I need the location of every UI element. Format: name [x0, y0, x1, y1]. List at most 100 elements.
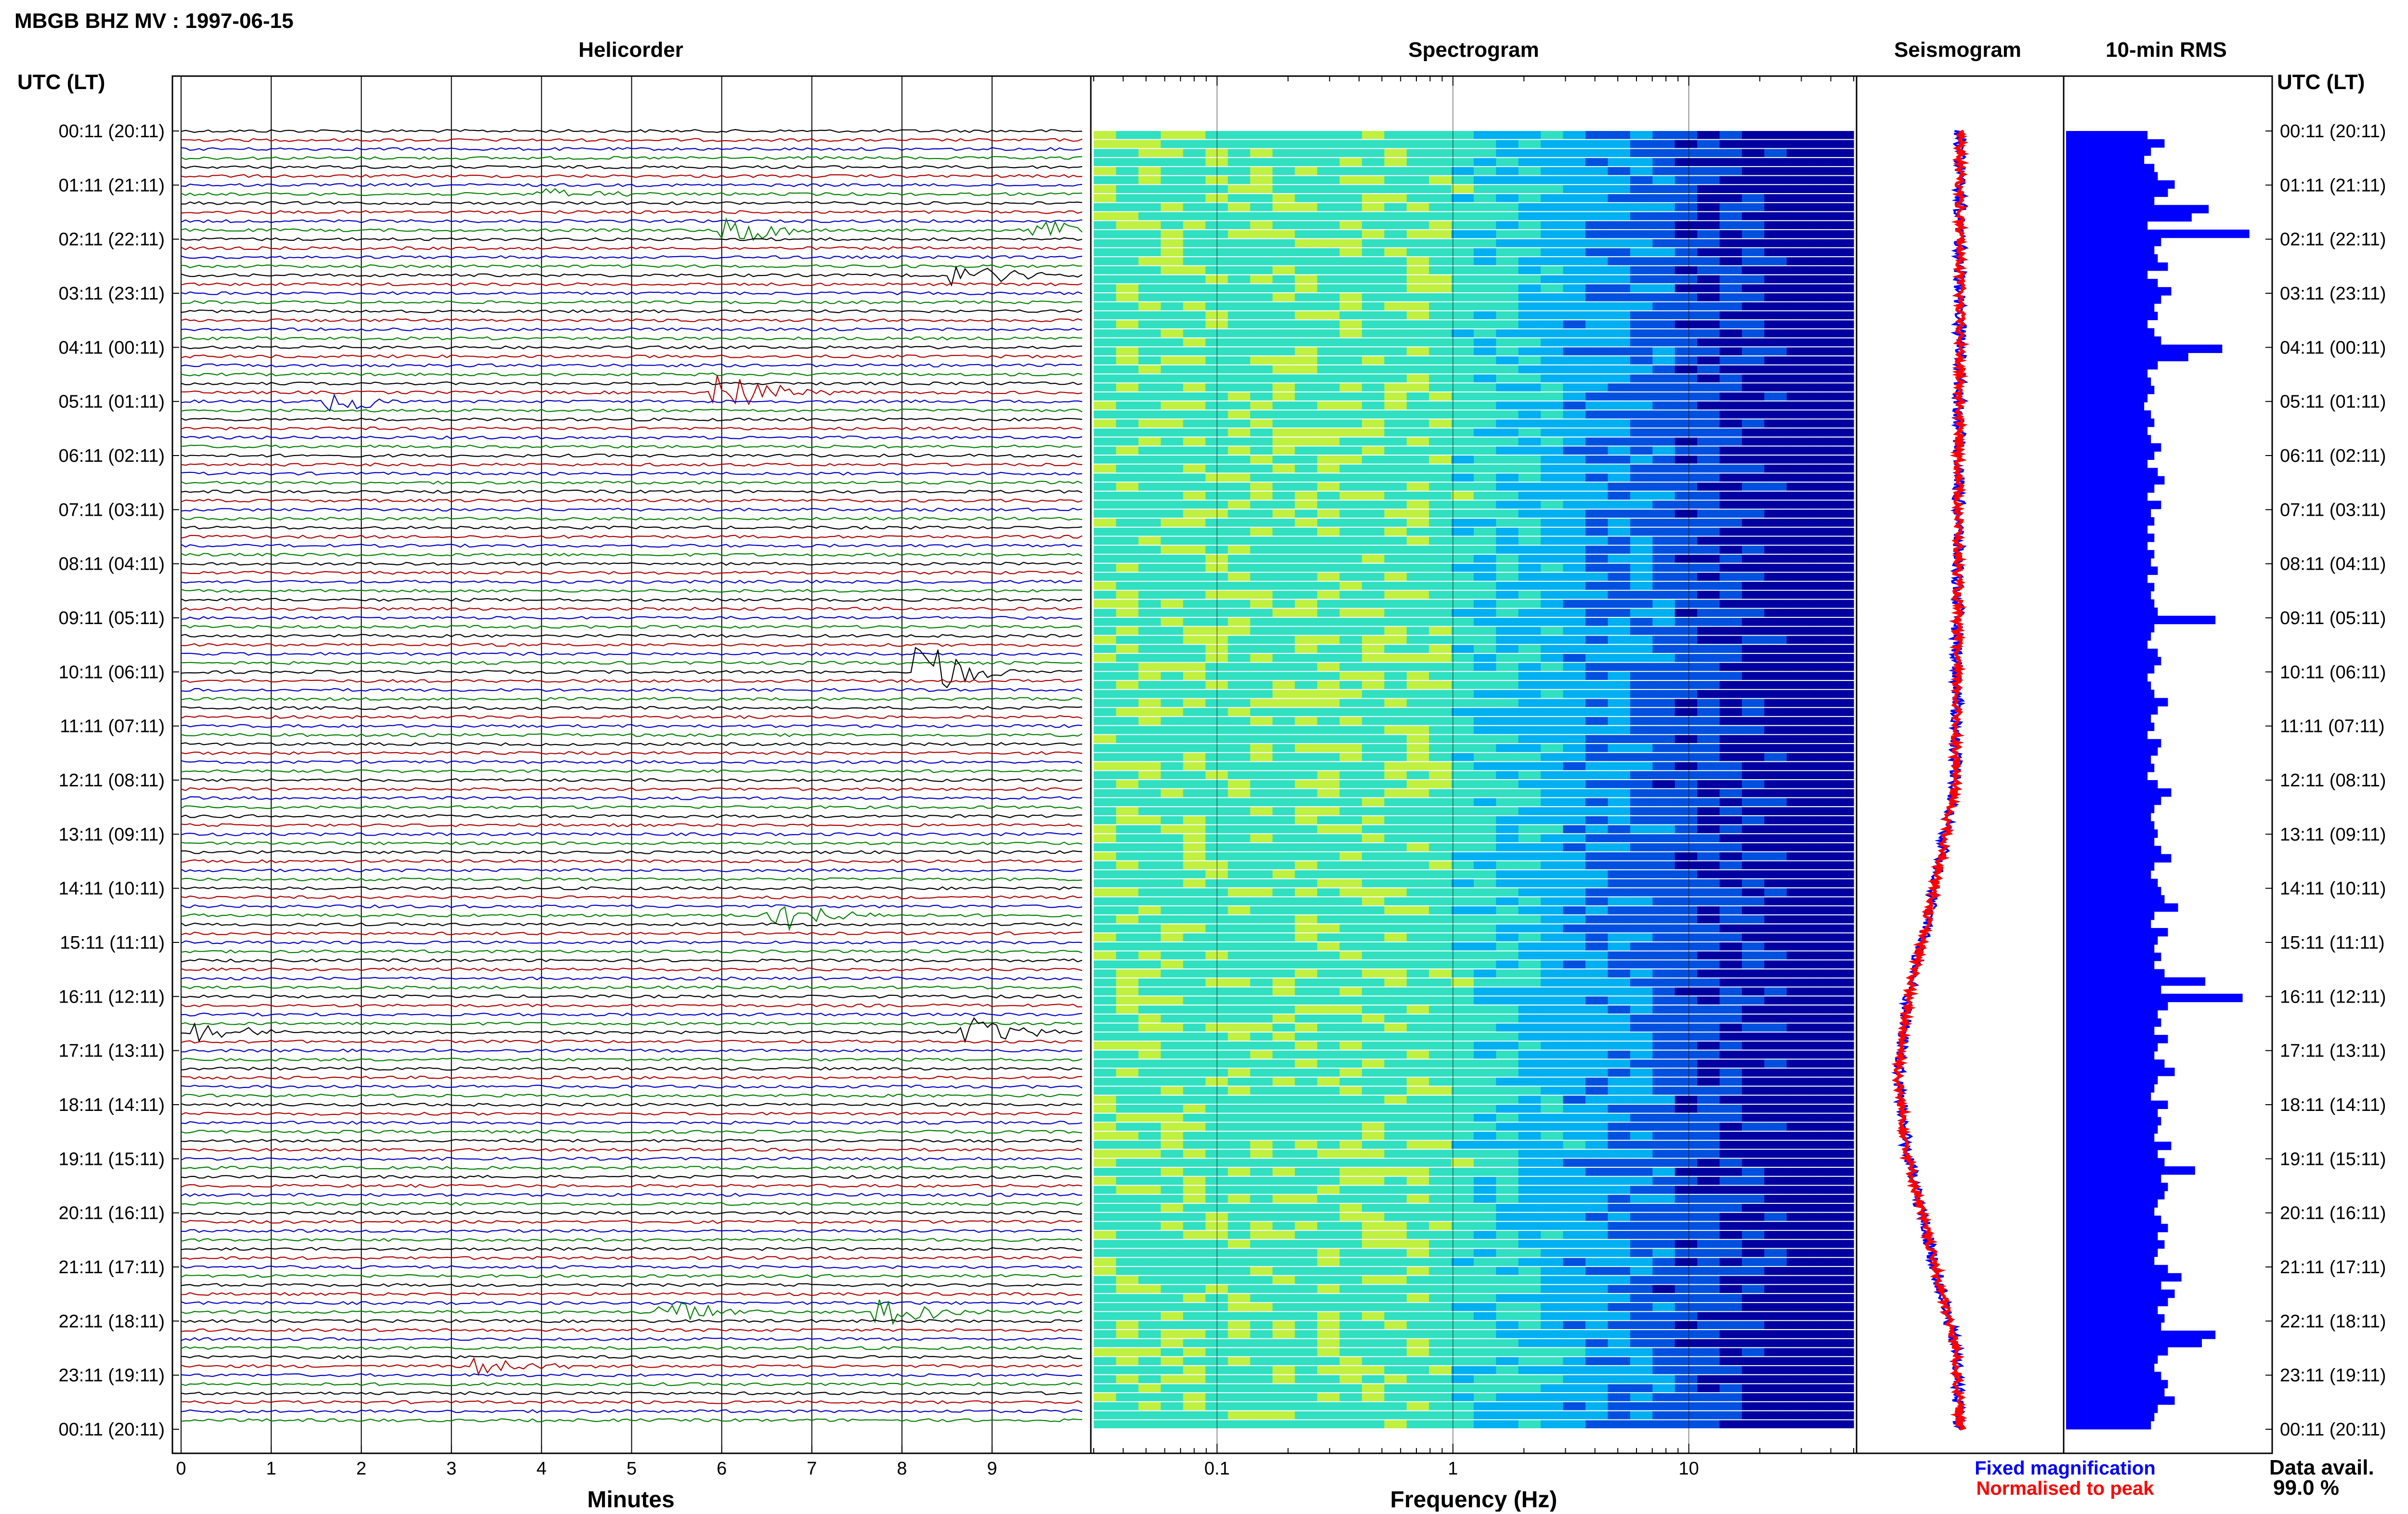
spectrogram-cell [1496, 1122, 1518, 1131]
spectrogram-cell [1787, 429, 1809, 437]
spectrogram-cell [1518, 302, 1541, 311]
spectrogram-cell [1272, 933, 1295, 941]
spectrogram-cell [1116, 1114, 1139, 1122]
spectrogram-cell [1250, 969, 1273, 978]
spectrogram-cell [1362, 1005, 1385, 1014]
spectrogram-cell [1585, 1032, 1608, 1041]
spectrogram-cell [1697, 708, 1720, 716]
spectrogram-cell [1094, 780, 1116, 788]
spectrogram-cell [1563, 1213, 1586, 1221]
spectrogram-cell [1139, 636, 1161, 644]
spectrogram-cell [1407, 960, 1429, 968]
spectrogram-cell [1608, 230, 1631, 238]
spectrogram-cell [1250, 699, 1273, 707]
spectrogram-cell [1720, 1087, 1742, 1095]
spectrogram-cell [1518, 347, 1541, 355]
spectrogram-cell [1094, 221, 1116, 229]
spectrogram-cell [1161, 1330, 1183, 1338]
spectrogram-cell [1474, 546, 1496, 554]
spectrogram-cell [1563, 1249, 1586, 1257]
spectrogram-cell [1742, 347, 1765, 355]
spectrogram-cell [1116, 582, 1139, 590]
spectrogram-cell [1742, 293, 1765, 301]
spectrogram-cell [1295, 1132, 1318, 1140]
spectrogram-cell [1675, 726, 1698, 734]
spectrogram-cell [1742, 960, 1765, 968]
spectrogram-cell [1295, 131, 1318, 139]
spectrogram-cell [1720, 1267, 1742, 1275]
spectrogram-cell [1474, 1195, 1496, 1203]
spectrogram-cell [1809, 293, 1832, 301]
spectrogram-cell [1675, 852, 1698, 861]
spectrogram-cell [1362, 410, 1385, 418]
spectrogram-cell [1362, 1339, 1385, 1347]
spectrogram-cell [1183, 582, 1206, 590]
spectrogram-cell [1697, 816, 1720, 824]
spectrogram-cell [1183, 969, 1206, 978]
spectrogram-cell [1809, 1150, 1832, 1158]
spectrogram-cell [1809, 320, 1832, 328]
spectrogram-cell [1452, 1141, 1474, 1149]
spectrogram-cell [1183, 861, 1206, 870]
spectrogram-cell [1675, 996, 1698, 1005]
spectrogram-cell [1563, 861, 1586, 870]
spectrogram-cell [1809, 194, 1832, 202]
spectrogram-cell [1742, 509, 1765, 518]
spectrogram-cell [1116, 1276, 1139, 1284]
spectrogram-cell [1429, 1357, 1452, 1365]
spectrogram-cell [1652, 933, 1675, 941]
spectrogram-cell [1183, 717, 1206, 725]
spectrogram-cell [1317, 1339, 1340, 1347]
spectrogram-cell [1452, 347, 1474, 355]
spectrogram-cell [1809, 1285, 1832, 1293]
spectrogram-cell [1340, 555, 1362, 563]
spectrogram-cell [1585, 627, 1608, 635]
spectrogram-cell [1116, 1258, 1139, 1266]
spectrogram-cell [1362, 1375, 1385, 1383]
spectrogram-cell [1183, 627, 1206, 635]
spectrogram-cell [1787, 1249, 1809, 1257]
spectrogram-cell [1563, 654, 1586, 662]
spectrogram-cell [1585, 383, 1608, 392]
spectrogram-cell [1295, 1069, 1318, 1077]
spectrogram-cell [1541, 528, 1563, 536]
spectrogram-cell [1362, 1258, 1385, 1266]
spectrogram-cell [1474, 185, 1496, 193]
spectrogram-cell [1384, 645, 1407, 653]
spectrogram-cell [1272, 1096, 1295, 1104]
spectrogram-cell [1161, 1005, 1183, 1014]
spectrogram-cell [1295, 609, 1318, 617]
spectrogram-cell [1832, 744, 1854, 752]
spectrogram-cell [1429, 996, 1452, 1005]
spectrogram-cell [1675, 915, 1698, 924]
spectrogram-cell [1362, 627, 1385, 635]
spectrogram-cell [1161, 356, 1183, 365]
spectrogram-cell [1764, 537, 1787, 545]
spectrogram-cell [1228, 1231, 1251, 1239]
spectrogram-cell [1832, 582, 1854, 590]
spectrogram-cell [1183, 492, 1206, 500]
spectrogram-cell [1362, 519, 1385, 527]
spectrogram-cell [1429, 1150, 1452, 1158]
spectrogram-cell [1496, 1384, 1518, 1392]
spectrogram-cell [1474, 636, 1496, 644]
spectrogram-cell [1340, 942, 1362, 951]
spectrogram-cell [1362, 753, 1385, 761]
spectrogram-cell [1541, 275, 1563, 284]
spectrogram-cell [1787, 509, 1809, 518]
spectrogram-cell [1809, 1087, 1832, 1095]
spectrogram-cell [1116, 1186, 1139, 1194]
spectrogram-cell [1161, 347, 1183, 355]
spectrogram-cell [1518, 1267, 1541, 1275]
spectrogram-cell [1697, 320, 1720, 328]
spectrogram-cell [1139, 879, 1161, 888]
spectrogram-cell [1809, 969, 1832, 978]
spectrogram-cell [1787, 1015, 1809, 1023]
spectrogram-cell [1608, 1339, 1631, 1347]
spectrogram-cell [1340, 600, 1362, 608]
spectrogram-cell [1384, 1375, 1407, 1383]
spectrogram-cell [1139, 230, 1161, 238]
spectrogram-cell [1541, 699, 1563, 707]
spectrogram-cell [1474, 311, 1496, 319]
spectrogram-cell [1116, 952, 1139, 960]
